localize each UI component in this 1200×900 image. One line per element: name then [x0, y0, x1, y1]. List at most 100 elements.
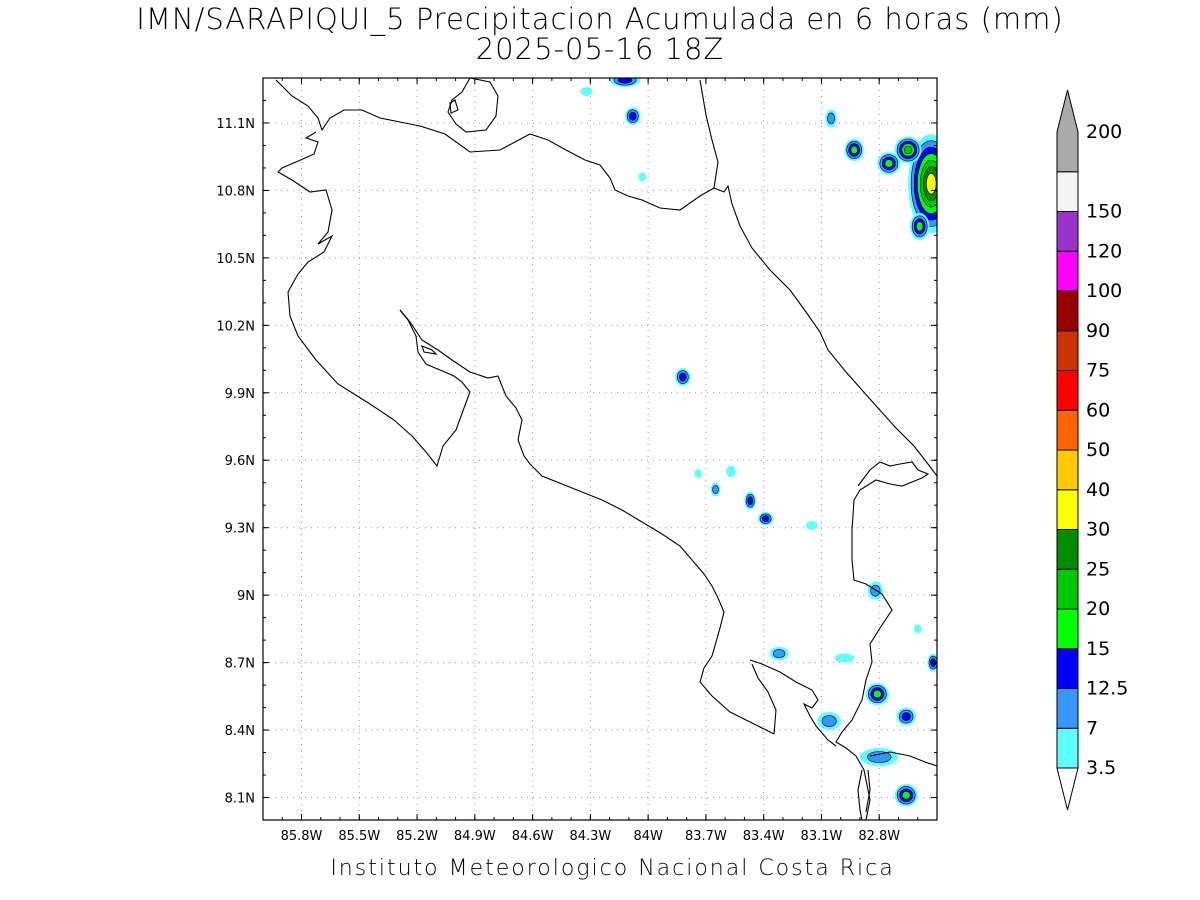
lat-tick-label: 9.9N	[225, 387, 255, 402]
lat-tick-label: 8.7N	[225, 657, 255, 672]
colorbar-swatch	[1056, 688, 1079, 729]
pacific-coast-north	[277, 131, 471, 468]
lon-tick-label: 85.5W	[338, 829, 380, 844]
precip-contour	[806, 520, 818, 530]
plot-frame	[262, 77, 938, 821]
colorbar-swatch	[1056, 529, 1079, 570]
nicoya-gulf	[399, 309, 775, 735]
precip-contour	[580, 86, 593, 96]
colorbar-swatch	[1056, 409, 1079, 451]
colorbar-label: 120	[1086, 240, 1122, 262]
lat-tick-label: 10.8N	[216, 184, 255, 199]
nicaragua-coast	[275, 79, 719, 211]
lon-tick-label: 82.8W	[858, 829, 900, 844]
lon-tick-label: 85.8W	[281, 829, 323, 844]
lat-tick-label: 9.3N	[225, 522, 255, 537]
precip-contour	[679, 372, 687, 382]
colorbar-swatch	[1056, 211, 1079, 252]
colorbar-label: 200	[1086, 121, 1122, 143]
map-date: 2025-05-16 18Z	[475, 32, 725, 66]
lat-tick-label: 11.1N	[216, 117, 255, 132]
colorbar-label: 15	[1086, 638, 1110, 660]
colorbar-label: 40	[1086, 479, 1110, 501]
precip-contour	[747, 496, 754, 506]
precip-contour	[629, 111, 637, 121]
precip-contour	[772, 649, 786, 659]
colorbar-top-arrow	[1056, 89, 1079, 173]
golfo-dulce	[751, 663, 777, 735]
colorbar-bottom-arrow	[1056, 767, 1079, 811]
colorbar-label: 3.5	[1086, 757, 1116, 779]
colorbar-swatch	[1056, 250, 1079, 292]
precip-contour	[903, 145, 913, 155]
colorbar-label: 12.5	[1086, 678, 1128, 700]
colorbar-label: 100	[1086, 280, 1122, 302]
precip-contour	[913, 624, 922, 634]
lon-tick-label: 84.6W	[512, 829, 554, 844]
nicaragua-lake-shore	[447, 78, 499, 133]
precip-contour	[926, 172, 937, 195]
lon-tick-label: 84.3W	[569, 829, 611, 844]
colorbar-swatch	[1056, 330, 1079, 371]
colorbar-label: 25	[1086, 558, 1110, 580]
precip-contour	[916, 221, 924, 232]
colorbar-label: 90	[1086, 320, 1110, 342]
lon-tick-label: 84W	[633, 829, 663, 844]
footer-credit: Instituto Meteorologico Nacional Costa R…	[330, 856, 895, 881]
precip-contour	[870, 584, 881, 597]
lon-tick-label: 83.7W	[685, 829, 727, 844]
lat-tick-label: 10.2N	[216, 319, 255, 334]
lat-tick-label: 9.6N	[225, 454, 255, 469]
precipitation-layer	[580, 78, 937, 807]
colorbar-swatch	[1056, 568, 1079, 610]
caribbean-coast	[713, 184, 937, 477]
colorbar-swatch	[1056, 290, 1079, 332]
precip-contour	[834, 653, 855, 663]
colorbar-swatch	[1056, 489, 1079, 530]
precip-contour	[694, 469, 703, 479]
lat-tick-label: 10.5N	[216, 252, 255, 267]
colorbar-swatch	[1056, 449, 1079, 491]
precip-contour	[850, 145, 858, 155]
lon-tick-label: 85.2W	[396, 829, 438, 844]
map-grid	[263, 78, 937, 820]
colorbar-label: 150	[1086, 201, 1122, 223]
lon-tick-label: 83.1W	[801, 829, 843, 844]
precip-contour	[901, 791, 911, 800]
lat-tick-label: 9N	[237, 589, 255, 604]
map-title: IMN/SARAPIQUI_5 Precipitacion Acumulada …	[136, 2, 1064, 36]
colorbar-swatch	[1056, 608, 1079, 650]
precip-contour	[867, 751, 892, 763]
precip-contour	[884, 159, 894, 168]
lon-tick-label: 83.4W	[743, 829, 785, 844]
precip-contour	[901, 712, 911, 721]
panama-coast	[869, 751, 937, 767]
colorbar-swatch	[1056, 171, 1079, 212]
colorbar-label: 30	[1086, 519, 1110, 541]
colorbar-swatch	[1056, 648, 1079, 689]
lat-tick-label: 8.4N	[225, 724, 255, 739]
colorbar-label: 50	[1086, 439, 1110, 461]
axis-labels: 11.1N 10.8N 10.5N 10.2N 9.9N 9.6N 9.3N 9N 8.7N 8.…	[216, 77, 938, 844]
panama-border	[835, 461, 930, 820]
precip-contour	[761, 515, 770, 523]
precip-contour	[638, 172, 647, 182]
nicoya-island	[421, 345, 438, 355]
burica	[857, 769, 871, 820]
colorbar-label: 20	[1086, 598, 1110, 620]
colorbar-swatch	[1056, 370, 1079, 411]
colorbar-label: 60	[1086, 399, 1110, 421]
colorbar-swatch	[1056, 727, 1079, 769]
lon-tick-label: 84.9W	[454, 829, 496, 844]
colorbar-label: 75	[1086, 360, 1110, 382]
colorbar: 3.5 7 12.5 15 20 25 30 40 50 60 75 90 100 120 150 200	[1056, 89, 1128, 811]
coastline-layer	[275, 78, 937, 820]
precip-contour	[827, 112, 835, 125]
colorbar-label: 7	[1086, 717, 1098, 739]
precip-contour	[712, 485, 719, 494]
precip-contour	[821, 715, 837, 727]
island	[449, 99, 459, 114]
precip-contour	[726, 465, 736, 478]
lat-tick-label: 8.1N	[225, 792, 255, 807]
